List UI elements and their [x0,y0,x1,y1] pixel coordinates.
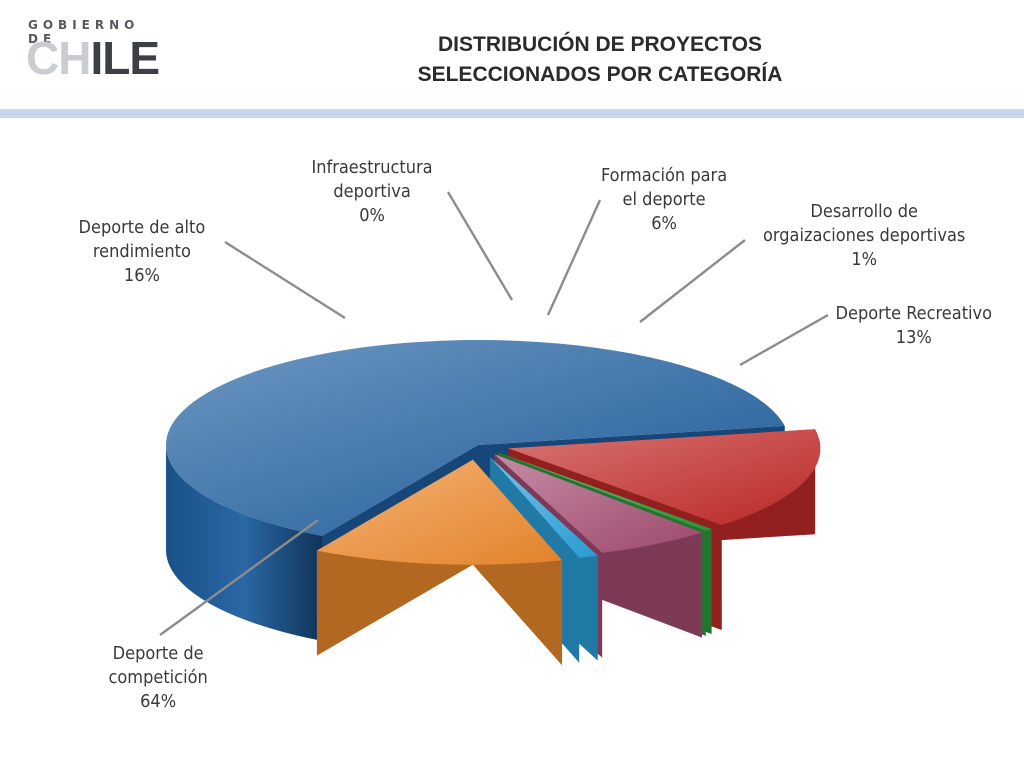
leader-line-formacion [546,199,602,316]
slice-top-desarrollo [489,457,598,558]
label-line: Deporte de alto [78,217,206,238]
label-line: el deporte [622,189,706,210]
leader-line-competicion [159,519,319,636]
chart-title: DISTRIBUCIÓN DE PROYECTOS SELECCIONADOS … [320,30,880,90]
label-line: deportiva [333,181,411,202]
slice-top-infraestructura [498,452,712,531]
label-line: Deporte Recreativo [835,303,993,324]
leader-line-alto-rendimiento [224,240,346,320]
logo-top-text: GOBIERNO DE [28,18,140,46]
gobierno-de-chile-logo: GOBIERNO DE CHILE [26,18,168,88]
percent-label: 6% [651,213,677,234]
label-formacion: Formación para el deporte 6% [601,164,727,236]
leader-line-desarrollo [639,239,746,323]
slice-side-competicion [165,443,322,641]
percent-label: 16% [123,265,160,286]
label-line: Infraestructura [311,157,433,178]
percent-label: 13% [895,327,932,348]
logo-main-dark: ILE [90,32,160,84]
label-line: rendimiento [92,241,191,262]
label-infraestructura: Infraestructura deportiva 0% [312,156,433,228]
label-line: Desarrollo de [810,201,918,222]
label-competicion: Deporte de competición 64% [109,642,208,714]
percent-label: 0% [359,205,385,226]
label-desarrollo: Desarrollo de orgaizaciones deportivas 1% [763,200,965,272]
title-line-1: DISTRIBUCIÓN DE PROYECTOS [438,33,762,56]
label-alto-rendimiento: Deporte de alto rendimiento 16% [79,216,206,288]
percent-label: 1% [851,249,878,270]
slice-recreativo [316,459,563,666]
slice-top-recreativo [316,459,563,565]
slice-top-competicion [166,340,785,536]
percent-label: 64% [140,691,177,712]
header-divider-band [0,109,1024,118]
label-recreativo: Deporte Recreativo 13% [836,302,993,350]
leader-line-infraestructura [446,191,514,301]
slice-top-alto-rendimiento [508,429,821,525]
logo-main-text: CHILE [26,32,160,84]
leader-line-recreativo [739,313,829,367]
slice-top-formacion [494,454,703,553]
label-line: orgaizaciones deportivas [763,225,966,246]
label-line: competición [108,667,208,688]
label-line: Deporte de [112,643,204,664]
logo-main-light: CH [26,32,91,84]
label-line: Formación para [601,165,728,186]
title-line-2: SELECCIONADOS POR CATEGORÍA [417,63,783,86]
